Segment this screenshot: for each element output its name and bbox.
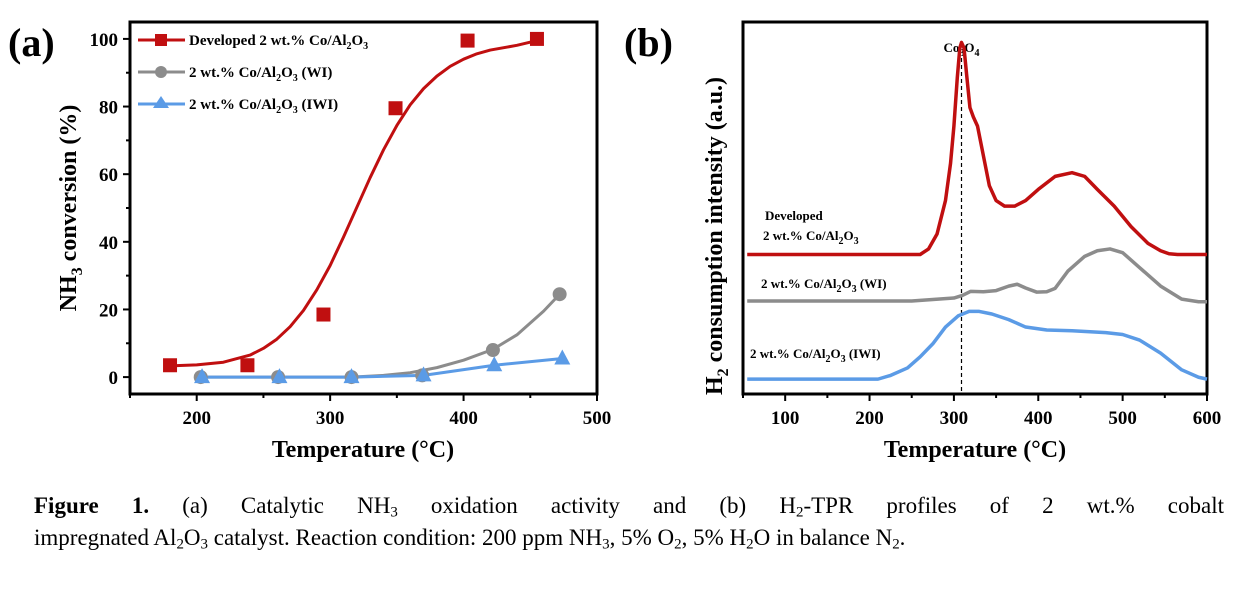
fit-line-developed xyxy=(169,39,538,368)
data-point-triangle xyxy=(194,368,211,384)
y-tick-label: 20 xyxy=(99,300,118,321)
legend-label-iwi: 2 wt.% Co/Al2O3 (IWI) xyxy=(189,97,338,116)
panel-b: (b) 100 200 300 400 500 600 Co3O4 Developed 2… xyxy=(624,20,1221,463)
x-tick-label: 300 xyxy=(316,408,345,429)
x-tick-label: 500 xyxy=(1108,408,1137,429)
figure-caption: Figure 1. (a) Catalytic NH3 oxidation ac… xyxy=(34,490,1224,554)
data-point-square xyxy=(163,358,178,373)
data-point-triangle xyxy=(343,368,360,384)
co3o4-annotation: Co3O4 xyxy=(943,40,979,59)
data-point-triangle xyxy=(271,368,288,384)
panel-a-ticks: 200 300 400 500 0 20 40 60 80 100 xyxy=(90,30,612,429)
legend-label-developed: Developed 2 wt.% Co/Al2O3 xyxy=(189,33,368,52)
data-point-square xyxy=(240,358,255,373)
curve-label-wi: 2 wt.% Co/Al2O3 (WI) xyxy=(761,276,887,295)
panel-b-label: (b) xyxy=(624,20,673,65)
caption-line-1: Figure 1. (a) Catalytic NH3 oxidation ac… xyxy=(34,493,1224,521)
data-point-circle xyxy=(552,287,567,302)
panel-b-ticks: 100 200 300 400 500 600 xyxy=(742,394,1222,429)
panel-a-markers xyxy=(163,31,571,385)
data-point-triangle xyxy=(486,356,503,372)
tpr-profile-wi xyxy=(747,247,1207,304)
x-tick-label: 600 xyxy=(1193,408,1222,429)
legend-entry-developed: Developed 2 wt.% Co/Al2O3 xyxy=(138,33,368,52)
caption-line-2: impregnated Al2O3 catalyst. Reaction con… xyxy=(34,525,906,553)
legend-circle-marker xyxy=(155,66,167,78)
x-tick-label: 500 xyxy=(583,408,612,429)
panel-b-x-axis-title: Temperature (°C) xyxy=(884,437,1066,463)
panel-b-profiles xyxy=(747,40,1208,381)
x-tick-label: 400 xyxy=(1024,408,1053,429)
tpr-profile-iwi xyxy=(747,309,1208,381)
data-point-square xyxy=(388,101,403,116)
curve-label-developed-line2: 2 wt.% Co/Al2O3 xyxy=(763,228,859,247)
x-tick-label: 300 xyxy=(940,408,969,429)
legend-triangle-marker xyxy=(153,96,169,108)
panel-a: (a) 200 300 400 500 0 20 40 60 80 100 Developed 2… xyxy=(8,20,611,463)
curve-label-iwi: 2 wt.% Co/Al2O3 (IWI) xyxy=(750,346,881,365)
y-tick-label: 100 xyxy=(90,30,119,51)
legend-square-marker xyxy=(155,34,167,46)
data-point-circle xyxy=(485,343,500,358)
data-point-square xyxy=(460,33,475,48)
panel-a-legend: Developed 2 wt.% Co/Al2O3 2 wt.% Co/Al2O… xyxy=(138,33,368,116)
panel-a-x-axis-title: Temperature (°C) xyxy=(272,437,454,463)
legend-entry-iwi: 2 wt.% Co/Al2O3 (IWI) xyxy=(138,96,338,116)
panel-a-label: (a) xyxy=(8,20,55,65)
figure-canvas: (a) 200 300 400 500 0 20 40 60 80 100 Developed 2… xyxy=(8,20,1221,463)
panel-b-frame xyxy=(741,20,1209,396)
x-tick-label: 100 xyxy=(771,408,800,429)
panel-a-y-axis-title: NH3 conversion (%) xyxy=(56,105,86,312)
y-tick-label: 80 xyxy=(99,98,118,119)
data-point-square xyxy=(529,31,544,46)
legend-label-wi: 2 wt.% Co/Al2O3 (WI) xyxy=(189,65,332,84)
panel-a-fit-lines xyxy=(169,39,563,379)
x-tick-label: 200 xyxy=(182,408,211,429)
legend-entry-wi: 2 wt.% Co/Al2O3 (WI) xyxy=(138,65,332,84)
x-tick-label: 400 xyxy=(449,408,478,429)
x-tick-label: 200 xyxy=(855,408,884,429)
data-point-square xyxy=(316,307,331,322)
y-tick-label: 60 xyxy=(99,165,118,186)
y-tick-label: 0 xyxy=(109,368,119,389)
fit-line-iwi xyxy=(202,356,563,379)
y-tick-label: 40 xyxy=(99,233,118,254)
caption-label: Figure 1. xyxy=(34,493,150,518)
panel-b-curve-labels: Developed 2 wt.% Co/Al2O3 2 wt.% Co/Al2O… xyxy=(750,208,887,365)
tpr-profile-developed xyxy=(747,40,1207,257)
panel-b-y-axis-title: H2 consumption intensity (a.u.) xyxy=(702,77,732,395)
data-point-triangle xyxy=(415,366,432,382)
curve-label-developed-line1: Developed xyxy=(765,208,824,223)
data-point-triangle xyxy=(554,349,571,365)
